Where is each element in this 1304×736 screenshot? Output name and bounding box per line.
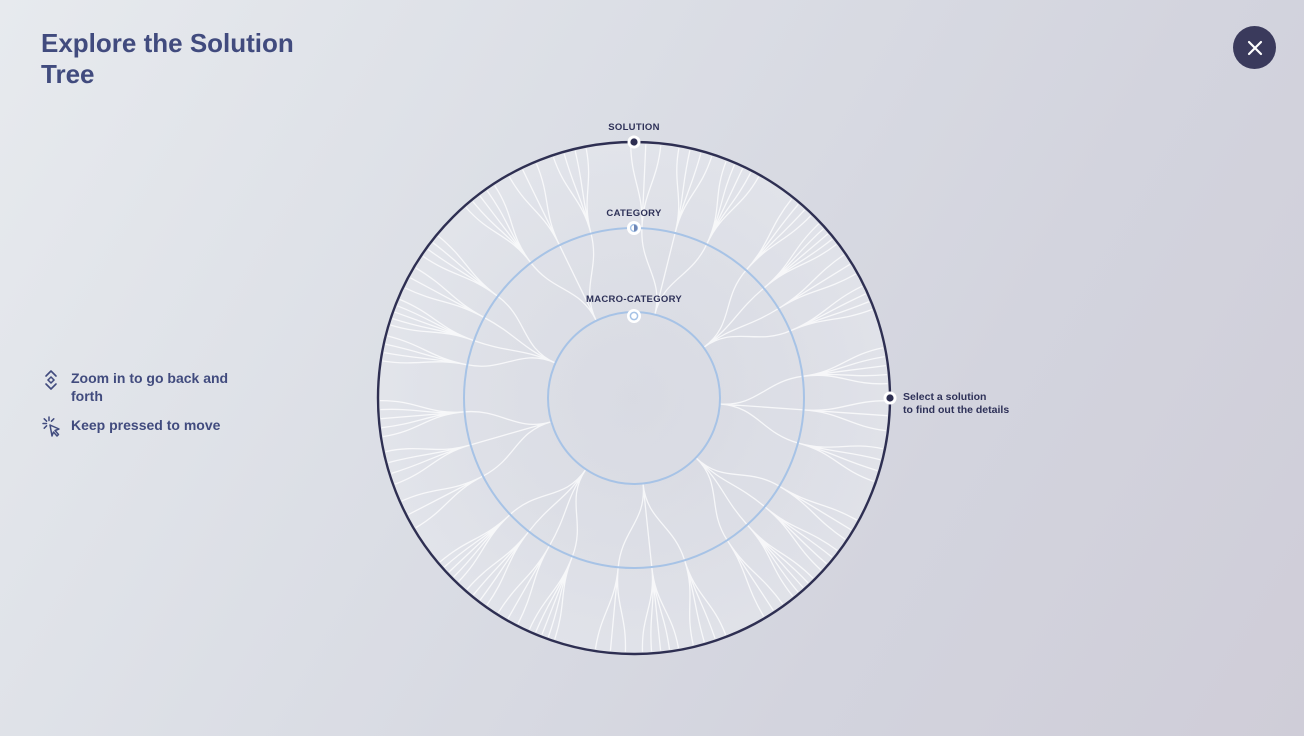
zoom-arrows-icon [45,370,57,390]
close-button[interactable] [1233,26,1276,69]
zoom-hint: Zoom in to go back and forth [40,369,260,405]
solution-ring-label: SOLUTION [608,122,659,133]
solution-ring-marker[interactable] [627,135,641,149]
tree-disc-background [378,142,890,654]
select-hint-line2: to find out the details [903,404,1010,416]
move-hint-label: Keep pressed to move [71,417,221,433]
macro-category-ring-label: MACRO-CATEGORY [586,294,682,305]
selected-solution-marker[interactable] [883,391,897,405]
close-icon [1247,40,1262,55]
branch-lines [379,143,889,652]
zoom-hint-label: Zoom in to go back and forth [71,370,229,404]
category-ring-marker[interactable] [627,221,641,235]
select-solution-hint: Select a solution to find out the detail… [903,391,1009,417]
page-title: Explore the Solution Tree [41,28,294,89]
pointer-click-icon [42,416,60,437]
tree-branches [379,143,889,652]
category-ring-label: CATEGORY [606,208,662,219]
select-hint-line1: Select a solution [903,391,987,403]
macro-category-ring-marker[interactable] [627,309,641,323]
move-hint: Keep pressed to move [40,416,260,438]
